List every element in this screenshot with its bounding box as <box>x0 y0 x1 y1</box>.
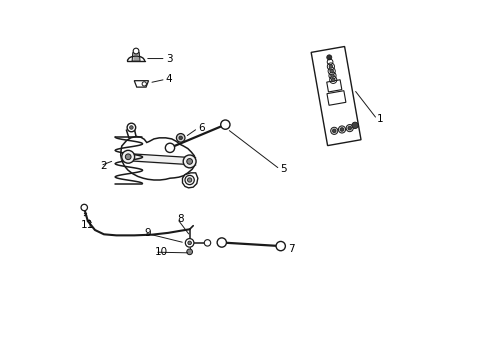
Circle shape <box>352 122 358 129</box>
Circle shape <box>133 48 139 54</box>
Circle shape <box>185 239 194 247</box>
Circle shape <box>329 65 333 68</box>
Text: 2: 2 <box>100 161 107 171</box>
Circle shape <box>331 74 334 77</box>
Circle shape <box>187 158 193 164</box>
Circle shape <box>183 155 196 168</box>
Text: 8: 8 <box>177 213 184 224</box>
Polygon shape <box>327 80 342 92</box>
Circle shape <box>346 125 353 132</box>
Circle shape <box>122 150 135 163</box>
Polygon shape <box>134 81 148 87</box>
Polygon shape <box>132 53 140 61</box>
Circle shape <box>339 126 345 133</box>
Text: 6: 6 <box>198 123 204 133</box>
Polygon shape <box>121 136 196 180</box>
Circle shape <box>217 238 226 247</box>
Circle shape <box>331 127 338 134</box>
Circle shape <box>127 123 136 132</box>
Circle shape <box>188 178 192 182</box>
Text: 10: 10 <box>155 247 168 257</box>
Circle shape <box>204 240 211 246</box>
Text: 4: 4 <box>166 74 172 84</box>
Polygon shape <box>327 91 346 105</box>
Circle shape <box>220 120 230 129</box>
Circle shape <box>187 249 193 255</box>
Circle shape <box>188 241 192 245</box>
Text: 1: 1 <box>377 114 384 124</box>
Text: 3: 3 <box>166 54 172 64</box>
Circle shape <box>125 154 131 159</box>
Circle shape <box>327 55 332 60</box>
Text: 9: 9 <box>144 228 151 238</box>
Text: 7: 7 <box>288 244 294 253</box>
Circle shape <box>348 126 351 130</box>
Circle shape <box>330 69 334 73</box>
Circle shape <box>176 134 185 142</box>
Text: 5: 5 <box>280 164 287 174</box>
Circle shape <box>332 129 336 132</box>
Circle shape <box>331 78 335 82</box>
Polygon shape <box>311 46 361 145</box>
Circle shape <box>81 204 88 211</box>
Text: 11: 11 <box>81 220 94 230</box>
Circle shape <box>179 136 182 140</box>
Polygon shape <box>182 173 198 188</box>
Circle shape <box>130 126 133 129</box>
Circle shape <box>276 242 285 251</box>
Circle shape <box>340 128 344 131</box>
Circle shape <box>165 143 174 153</box>
Circle shape <box>185 175 194 185</box>
